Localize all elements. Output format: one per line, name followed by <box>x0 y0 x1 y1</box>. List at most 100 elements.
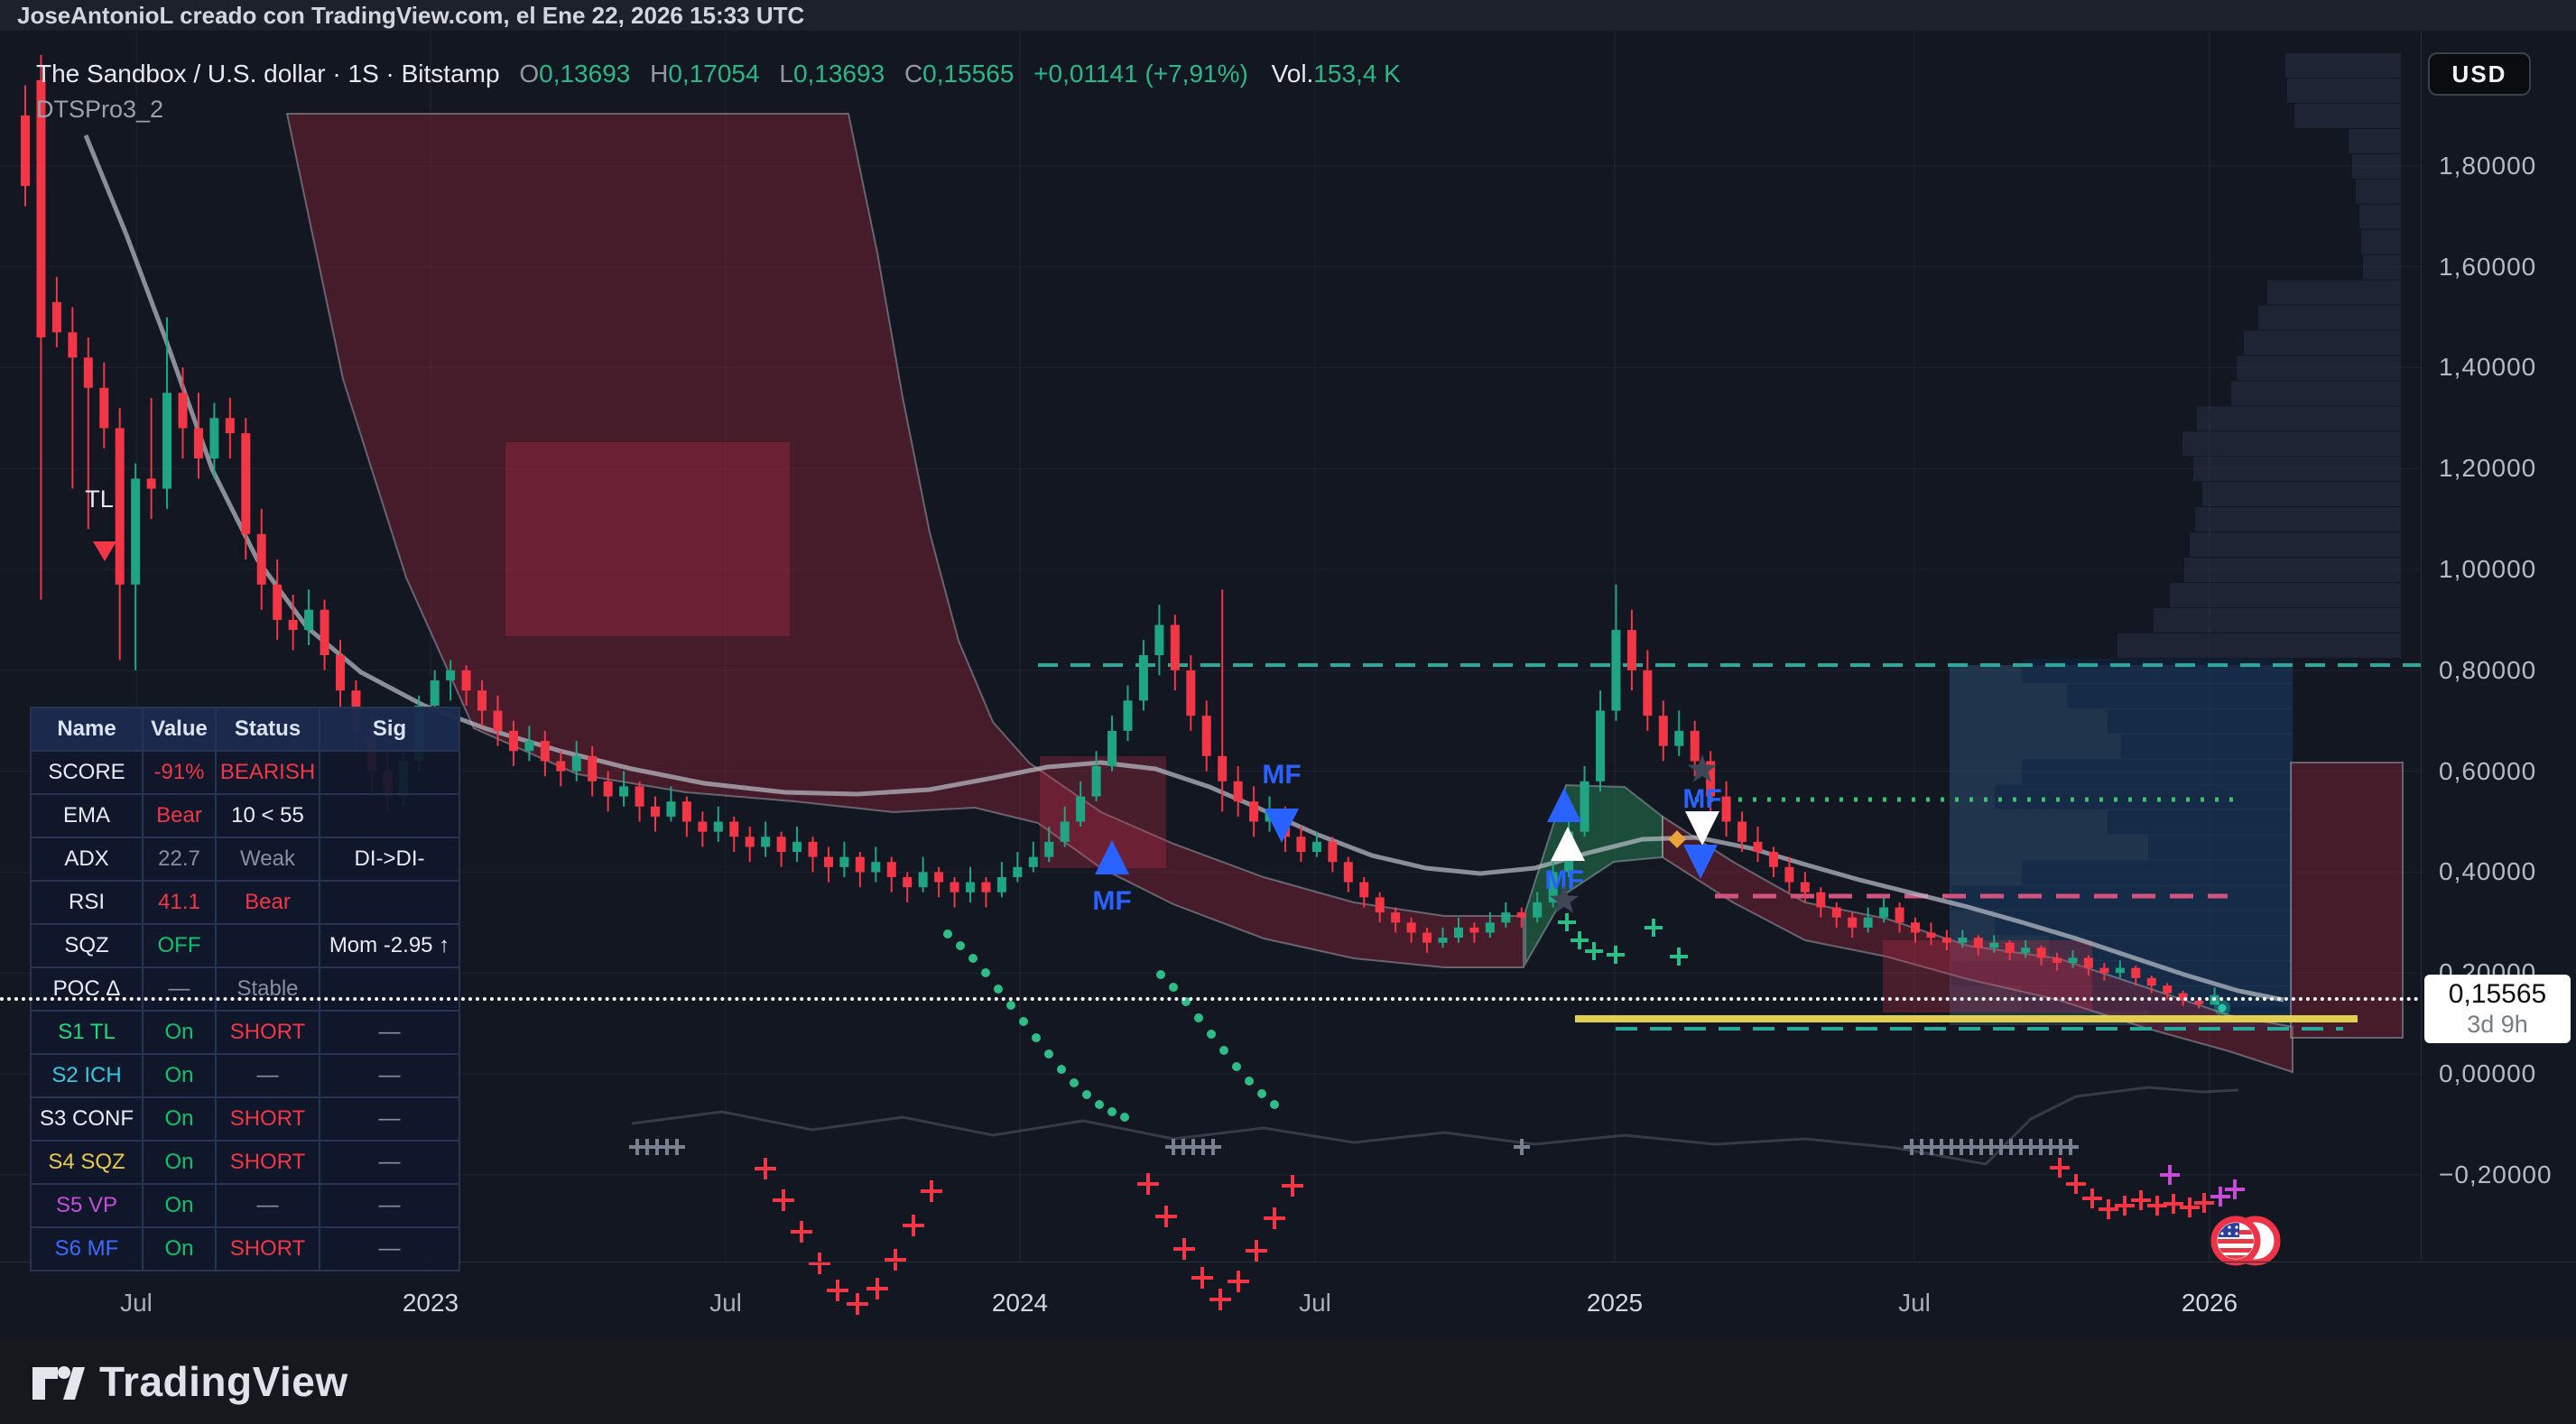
green-plus-cluster <box>1558 913 1688 966</box>
candle <box>1343 862 1353 883</box>
price-tick: 0,80000 <box>2439 655 2537 684</box>
table-row: S2 ICH On — — <box>30 1053 460 1098</box>
candle <box>178 393 188 429</box>
candle <box>1201 716 1211 756</box>
symbol-title[interactable]: The Sandbox / U.S. dollar · 1S · Bitstam… <box>36 60 500 88</box>
candle <box>745 837 755 847</box>
open-value: 0,13693 <box>539 60 631 88</box>
gray-hash-rows <box>629 1139 2079 1155</box>
candle <box>1706 761 1716 797</box>
red-plus-v-left <box>755 1158 942 1315</box>
green-dots-2 <box>1156 970 1279 1109</box>
candle <box>588 755 598 781</box>
candle <box>2005 942 2015 953</box>
table-cell: Weak <box>215 837 320 882</box>
mf-label: MF <box>1262 760 1301 790</box>
table-cell: S3 CONF <box>30 1096 144 1142</box>
low-label: L <box>779 60 793 88</box>
candle <box>1643 670 1653 717</box>
tradingview-logo-text[interactable]: TradingView <box>99 1357 348 1405</box>
candle <box>651 806 660 817</box>
candle <box>146 478 156 489</box>
candle <box>556 761 566 772</box>
green-dots-1 <box>943 929 1129 1122</box>
candle <box>871 862 881 873</box>
candle <box>1895 907 1904 923</box>
table-row: POC Δ — Stable <box>30 966 460 1012</box>
table-row: S6 MF On SHORT — <box>30 1226 460 1271</box>
mf-triangle-up <box>1547 788 1581 822</box>
last-price-value: 0,15565 <box>2448 979 2547 1010</box>
candle <box>446 670 456 680</box>
diamond-marker <box>1668 830 1686 848</box>
table-cell: -91% <box>142 750 217 795</box>
kumo-right <box>1662 815 2293 1074</box>
indicator-name[interactable]: DTSPro3_2 <box>36 96 164 123</box>
table-cell: — <box>215 1183 320 1228</box>
table-cell: DI->DI- <box>319 837 460 882</box>
candle <box>1911 922 1920 933</box>
candle <box>1107 730 1117 767</box>
axis-divider-vertical <box>2421 31 2422 1262</box>
table-cell: S4 SQZ <box>30 1140 144 1185</box>
mf-triangle-down <box>1683 845 1718 879</box>
candle <box>1816 892 1826 908</box>
momentum-line <box>631 1086 2239 1166</box>
candle <box>1737 821 1747 842</box>
candle <box>2099 967 2109 974</box>
table-cell: S1 TL <box>30 1010 144 1055</box>
tradingview-logo-icon[interactable] <box>31 1362 87 1401</box>
candle <box>336 655 345 691</box>
candle <box>855 856 865 873</box>
momentum <box>631 1086 2239 1166</box>
candle <box>1958 938 1968 943</box>
table-header-cell: Status <box>215 707 320 752</box>
candle <box>903 876 913 888</box>
symbol-legend[interactable]: The Sandbox / U.S. dollar · 1S · Bitstam… <box>36 60 1401 88</box>
table-row: ADX 22.7 Weak DI->DI- <box>30 837 460 882</box>
candle <box>524 741 534 752</box>
candle <box>1375 897 1385 913</box>
candle <box>1848 917 1858 928</box>
candle <box>68 332 78 358</box>
mf-label: MF <box>1682 784 1721 814</box>
table-cell: — <box>319 1053 460 1098</box>
currency-button[interactable]: USD <box>2428 52 2531 96</box>
table-cell <box>215 923 320 968</box>
volume-value: 153,4 K <box>1313 60 1401 88</box>
price-tick: 0,60000 <box>2439 756 2537 785</box>
low-value: 0,13693 <box>792 60 885 88</box>
table-cell: POC Δ <box>30 966 144 1012</box>
candle <box>1091 766 1101 797</box>
attribution-bar: JoseAntonioL creado con TradingView.com,… <box>0 0 2576 31</box>
candle <box>808 841 818 857</box>
candle <box>886 862 896 877</box>
high-value: 0,17054 <box>668 60 760 88</box>
candle <box>1690 730 1700 762</box>
scatter-markers <box>629 913 2245 1315</box>
candle <box>288 619 298 631</box>
table-cell: On <box>142 1010 217 1055</box>
candle <box>1753 841 1763 853</box>
close-label: C <box>903 60 923 88</box>
price-tick: 1,00000 <box>2439 555 2537 583</box>
candle <box>1485 922 1495 933</box>
candle <box>996 876 1006 892</box>
table-cell: OFF <box>142 923 217 968</box>
candle <box>1123 700 1133 731</box>
candle <box>1941 938 1951 943</box>
dtspro-status-table: Name Value Status Sig SCORE -91% BEARISH EMA Bea… <box>30 707 460 1271</box>
table-cell: Mom -2.95 ↑ <box>319 923 460 968</box>
table-header-row: Name Value Status Sig <box>30 707 460 752</box>
candle <box>2021 948 2031 953</box>
table-cell: — <box>319 1226 460 1271</box>
candle <box>1989 942 1999 948</box>
candle <box>1831 907 1841 918</box>
candle <box>1453 927 1463 939</box>
candle <box>508 730 518 752</box>
table-row: EMA Bear 10 < 55 <box>30 793 460 838</box>
candle <box>2036 948 2046 958</box>
candle <box>2115 967 2125 974</box>
